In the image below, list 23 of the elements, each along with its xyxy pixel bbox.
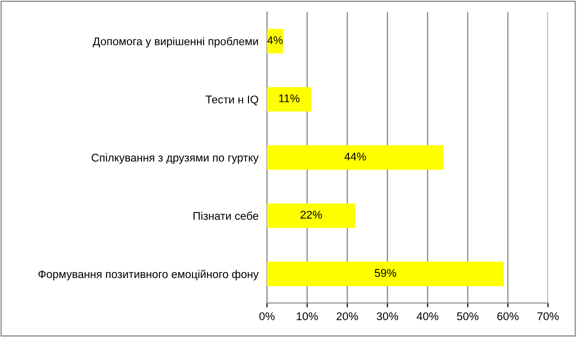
- bar: [267, 87, 312, 112]
- data-label: 44%: [344, 152, 366, 160]
- bar: [267, 262, 504, 286]
- x-tick-label: 10%: [296, 312, 318, 320]
- bar: [267, 28, 284, 54]
- data-label: 11%: [279, 94, 300, 102]
- bar: [267, 145, 444, 170]
- y-tick-label: Пізнати себе: [194, 212, 258, 220]
- bar: [267, 203, 356, 228]
- y-tick-label: Формування позитивного емоційного фону: [38, 270, 259, 280]
- x-tick-label: 40%: [416, 312, 438, 320]
- data-label: 22%: [300, 210, 322, 219]
- x-tick-label: 50%: [457, 312, 478, 320]
- x-tick-label: 0%: [259, 312, 275, 320]
- x-tick-label: 70%: [537, 312, 559, 320]
- x-tick-label: 30%: [376, 312, 398, 320]
- data-label: 4%: [267, 36, 283, 44]
- y-tick-label: Допомога у вирішенні проблеми: [92, 37, 258, 48]
- x-tick-label: 60%: [497, 312, 519, 320]
- x-tick-label: 20%: [336, 312, 358, 320]
- data-label: 59%: [374, 269, 396, 277]
- y-tick-label: Тести н IQ: [206, 96, 258, 106]
- y-tick-label: Спілкування з друзями по гуртку: [92, 153, 259, 164]
